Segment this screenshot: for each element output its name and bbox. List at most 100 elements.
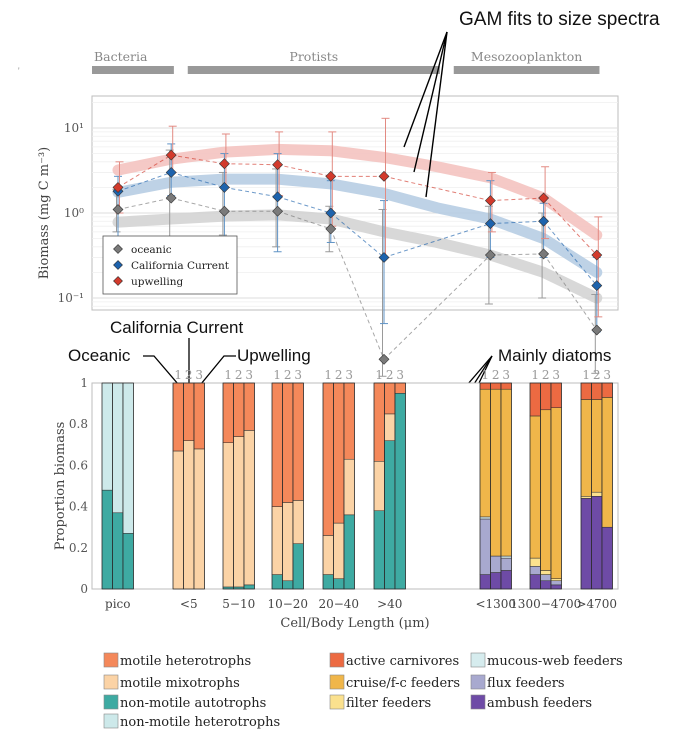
group-bar-mesozooplankton bbox=[453, 66, 600, 74]
group-bar-bacteria bbox=[92, 66, 174, 74]
station-label: 3 bbox=[245, 368, 253, 382]
legend-swatch-flux_feeders bbox=[470, 674, 486, 690]
bar-segment-motile_heterotrophs bbox=[183, 382, 195, 441]
bar-segment-motile_heterotrophs bbox=[343, 382, 355, 460]
data-point-california bbox=[591, 280, 603, 292]
data-point-upwelling bbox=[218, 158, 230, 170]
data-point-california bbox=[165, 167, 177, 178]
legend-label-nonmotile_autotrophs: non-motile autotrophs bbox=[120, 696, 266, 711]
bar-segment-cruise_fc_feeders bbox=[500, 388, 512, 557]
y-tick-label: 10¹ bbox=[64, 121, 84, 135]
station-label: 2 bbox=[185, 368, 193, 382]
legend-box bbox=[102, 235, 238, 295]
bar-segment-active_carnivores bbox=[490, 382, 502, 390]
legend-marker-upwelling bbox=[113, 276, 123, 286]
legend-label-ambush_feeders: ambush feeders bbox=[487, 696, 592, 711]
station-label: 3 bbox=[345, 368, 353, 382]
data-point-california bbox=[325, 207, 337, 219]
data-point-oceanic bbox=[591, 324, 603, 336]
series-line-oceanic bbox=[117, 197, 172, 210]
bar-segment-motile_heterotrophs bbox=[271, 382, 283, 507]
bar-outline bbox=[193, 382, 205, 590]
bar-segment-motile_heterotrophs bbox=[243, 382, 255, 431]
station-label: 1 bbox=[224, 368, 232, 382]
bar-segment-nonmotile_autotrophs bbox=[394, 393, 406, 590]
legend-swatch-filter_feeders bbox=[329, 694, 345, 710]
bar-segment-motile_mixotrophs bbox=[222, 442, 234, 588]
bar-segment-motile_mixotrophs bbox=[193, 448, 205, 590]
series-line-california bbox=[330, 212, 385, 258]
bar-outline bbox=[343, 382, 355, 590]
station-label: 3 bbox=[552, 368, 560, 382]
data-point-upwelling bbox=[484, 195, 496, 207]
bar-segment-motile_heterotrophs bbox=[333, 382, 345, 524]
bar-segment-nonmotile_autotrophs bbox=[112, 512, 124, 590]
bar-segment-active_carnivores bbox=[580, 382, 592, 400]
bar-segment-nonmotile_autotrophs bbox=[233, 586, 245, 590]
bar-segment-filter_feeders bbox=[529, 557, 541, 567]
category-label: 5−10 bbox=[222, 597, 255, 611]
bar-segment-nonmotile_autotrophs bbox=[101, 489, 113, 590]
station-label: 1 bbox=[582, 368, 590, 382]
bar-segment-ambush_feeders bbox=[490, 572, 502, 590]
category-label: 1300−4700 bbox=[510, 597, 581, 611]
bar-segment-filter_feeders bbox=[550, 578, 562, 582]
legend-label-oceanic: oceanic bbox=[131, 244, 172, 256]
bar-segment-nonmotile_autotrophs bbox=[222, 586, 234, 590]
group-bars: Bacteria Protists Mesozooplankton bbox=[92, 49, 600, 74]
series-line-oceanic bbox=[171, 197, 225, 212]
legend-swatch-motile_mixotrophs bbox=[103, 674, 119, 690]
data-point-upwelling bbox=[112, 181, 124, 193]
station-label: 3 bbox=[502, 368, 510, 382]
series-line-upwelling bbox=[171, 154, 225, 165]
data-point-upwelling bbox=[538, 192, 550, 204]
data-point-upwelling bbox=[378, 170, 390, 182]
bar-segment-cruise_fc_feeders bbox=[479, 388, 491, 518]
station-label: 2 bbox=[335, 368, 343, 382]
station-label: 1 bbox=[324, 368, 332, 382]
group-label-protists: Protists bbox=[289, 49, 338, 64]
bar-segment-nonmotile_autotrophs bbox=[292, 543, 304, 590]
legend-label-nonmotile_heterotrophs: non-motile heterotrophs bbox=[120, 715, 280, 730]
category-label: <5 bbox=[180, 597, 198, 611]
bar-segment-nonmotile_autotrophs bbox=[333, 578, 345, 590]
legend-label-california: California Current bbox=[131, 260, 230, 272]
bar-segment-nonmotile_autotrophs bbox=[122, 533, 134, 590]
bar-segment-filter_feeders bbox=[591, 491, 603, 497]
category-tick-labels: pico <5 5−10 10−20 20−40 >40 <13001300−4700>47… bbox=[105, 597, 617, 611]
category-label: 20−40 bbox=[318, 597, 359, 611]
bar-segment-active_carnivores bbox=[591, 382, 603, 400]
legend-swatch-cruise_fc_feeders bbox=[329, 674, 345, 690]
data-point-california bbox=[378, 252, 390, 263]
station-label: 1 bbox=[481, 368, 489, 382]
data-point-california bbox=[484, 218, 496, 230]
bar-segment-motile_mixotrophs bbox=[384, 413, 396, 441]
group-bar-protists bbox=[187, 66, 440, 74]
legend-marker-california bbox=[113, 260, 123, 270]
series-line-oceanic bbox=[383, 254, 491, 360]
biomass-legend: oceanic California Current upwelling bbox=[102, 235, 238, 295]
stacked-bars bbox=[101, 382, 613, 590]
station-label: 3 bbox=[195, 368, 203, 382]
bar-segment-motile_mixotrophs bbox=[233, 436, 245, 588]
bar-segment-motile_mixotrophs bbox=[373, 461, 385, 511]
bar-segment-mucous_web_feeders bbox=[500, 555, 512, 559]
station-label: 2 bbox=[593, 368, 601, 382]
bar-segment-ambush_feeders bbox=[540, 580, 552, 590]
legend-label-cruise_fc_feeders: cruise/f-c feeders bbox=[346, 676, 460, 691]
data-point-oceanic bbox=[218, 205, 230, 217]
bar-segment-ambush_feeders bbox=[591, 496, 603, 590]
series-line-oceanic bbox=[543, 253, 598, 331]
legend-label-active_carnivores: active carnivores bbox=[346, 654, 459, 669]
bar-segment-nonmotile_autotrophs bbox=[271, 574, 283, 590]
category-label: 10−20 bbox=[267, 597, 308, 611]
series-line-upwelling bbox=[543, 197, 598, 256]
gam-annotation: GAM fits to size spectra bbox=[459, 9, 660, 30]
bar-segment-nonmotile_heterotrophs bbox=[101, 382, 113, 491]
bar-segment-motile_heterotrophs bbox=[222, 382, 234, 443]
legend-label-flux_feeders: flux feeders bbox=[487, 676, 565, 691]
station-label: 2 bbox=[235, 368, 243, 382]
bar-segment-cruise_fc_feeders bbox=[601, 397, 613, 528]
bar-segment-mucous_web_feeders bbox=[479, 516, 491, 520]
